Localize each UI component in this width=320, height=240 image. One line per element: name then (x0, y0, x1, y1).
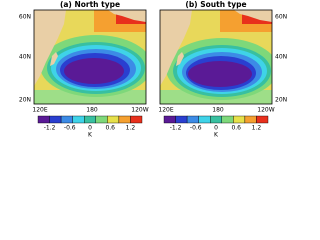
colorbar-tick-label: 1.2 (126, 125, 136, 132)
colorbar-box (175, 115, 188, 124)
map-panel (33, 9, 147, 105)
colorbar-box (233, 115, 246, 124)
land (34, 10, 66, 86)
colorbar-box (118, 115, 131, 124)
colorbar-box (49, 115, 62, 124)
land (176, 52, 184, 66)
lon-label: 180 (212, 107, 224, 114)
colorbar-box (37, 115, 50, 124)
colorbar-box (256, 115, 269, 124)
land (160, 10, 192, 86)
colorbar-box (210, 115, 222, 124)
colorbar-tick-label: 0.6 (105, 125, 115, 132)
panel-title: (a) North type (60, 0, 120, 9)
lat-label: 20N (19, 97, 31, 104)
lat-label: 40N (275, 54, 287, 61)
colorbar-box (186, 115, 199, 124)
land (234, 10, 272, 22)
lon-label: 120W (131, 107, 148, 114)
colorbar-tick-label: 1.2 (252, 125, 262, 132)
colorbar-label: K (214, 132, 219, 139)
map-field (34, 10, 146, 104)
colorbar-tick-label: -0.6 (64, 125, 76, 132)
colorbar-label: K (88, 132, 93, 139)
map-panel (159, 9, 273, 105)
colorbar-box (198, 115, 211, 124)
lon-label: 120E (32, 107, 47, 114)
colorbar-box (72, 115, 85, 124)
field (188, 61, 252, 87)
colorbar-box (107, 115, 120, 124)
map-frame (159, 9, 273, 105)
map-field (160, 10, 272, 104)
map-frame (33, 9, 147, 105)
colorbar-box (221, 115, 234, 124)
colorbar-tick-label: 0 (88, 125, 92, 132)
colorbar-box (60, 115, 73, 124)
field (64, 58, 124, 84)
lon-label: 120E (158, 107, 173, 114)
lon-label: 120W (257, 107, 274, 114)
colorbar-tick-label: 0.6 (231, 125, 241, 132)
colorbar-tick-label: -1.2 (170, 125, 182, 132)
colorbar-box (163, 115, 176, 124)
colorbar-tick-label: -1.2 (44, 125, 56, 132)
colorbar-tick-label: -0.6 (190, 125, 202, 132)
lat-label: 40N (19, 54, 31, 61)
land (108, 10, 146, 22)
land (50, 52, 58, 66)
lat-label: 60N (275, 14, 287, 21)
colorbar-box (84, 115, 96, 124)
colorbar-box (244, 115, 257, 124)
colorbar-box (95, 115, 108, 124)
colorbar-box (130, 115, 143, 124)
lon-label: 180 (86, 107, 98, 114)
panel-title: (b) South type (185, 0, 246, 9)
colorbar-tick-label: 0 (214, 125, 218, 132)
lat-label: 60N (19, 14, 31, 21)
lat-label: 20N (275, 97, 287, 104)
